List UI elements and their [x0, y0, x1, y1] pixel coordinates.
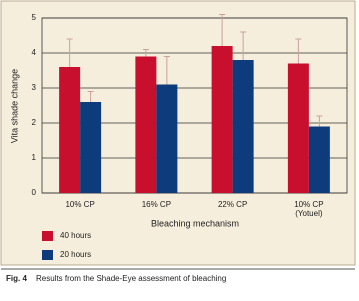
bar	[80, 102, 102, 193]
bar	[211, 46, 233, 193]
error-bar	[240, 31, 247, 60]
bar	[308, 126, 330, 193]
x-tick-label: 16% CP	[142, 200, 171, 209]
figure-label: Fig. 4	[6, 274, 27, 283]
y-tick-label: 5	[32, 13, 37, 22]
y-tick-label: 3	[32, 83, 37, 92]
bar	[135, 56, 157, 193]
legend-swatch	[42, 250, 53, 260]
bar	[156, 84, 178, 193]
x-tick-label: 10% CP	[65, 200, 94, 209]
legend-label: 20 hours	[60, 250, 91, 259]
error-bar	[163, 56, 170, 85]
y-tick-label: 0	[32, 188, 37, 197]
error-bar	[142, 49, 149, 57]
y-tick-label: 4	[32, 48, 37, 57]
x-tick-label: 10% CP (Yotuel)	[294, 200, 323, 218]
y-tick-label: 2	[32, 118, 37, 127]
legend-swatch	[42, 231, 53, 241]
legend-label: 40 hours	[60, 231, 91, 240]
x-axis-label: Bleaching mechanism	[151, 218, 239, 228]
y-tick-label: 1	[32, 153, 37, 162]
x-tick-label: 22% CP	[218, 200, 247, 209]
error-bar	[87, 91, 94, 102]
bar	[59, 67, 81, 193]
error-bar	[295, 38, 302, 64]
error-bar	[219, 14, 226, 46]
bar	[232, 60, 254, 193]
bar	[287, 63, 309, 193]
caption: Results from the Shade-Eye assessment of…	[36, 274, 226, 283]
y-axis-label: Vita shade change	[9, 69, 19, 143]
error-bar	[316, 115, 323, 127]
error-bar	[66, 38, 73, 67]
